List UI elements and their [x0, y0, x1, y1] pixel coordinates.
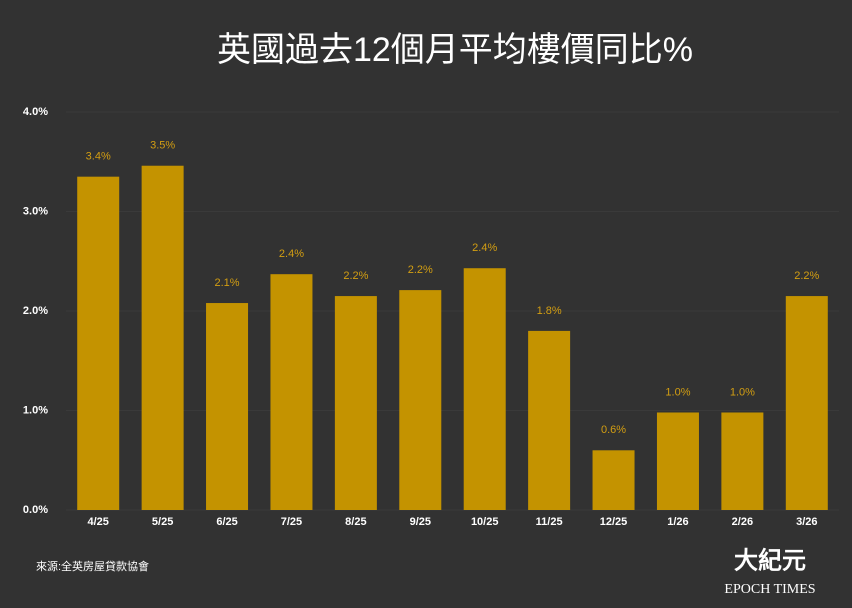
y-tick-label: 3.0%: [23, 205, 48, 217]
chart-title: 英國過去12個月平均樓價同比%: [217, 31, 693, 69]
value-label: 2.1%: [215, 277, 240, 289]
bar: [334, 296, 377, 510]
y-tick-label: 4.0%: [23, 106, 48, 118]
value-label: 2.4%: [472, 242, 497, 254]
bar: [592, 450, 635, 510]
value-label: 2.2%: [794, 270, 819, 282]
bar: [785, 296, 828, 510]
value-label: 2.2%: [343, 270, 368, 282]
value-label: 1.0%: [730, 386, 755, 398]
bar: [270, 274, 313, 510]
value-label: 3.5%: [150, 140, 175, 152]
value-label: 2.4%: [279, 248, 304, 260]
x-tick-label: 12/25: [600, 516, 628, 528]
bar: [77, 176, 120, 511]
x-tick-label: 5/25: [152, 516, 173, 528]
x-tick-label: 2/26: [732, 516, 753, 528]
y-tick-label: 1.0%: [23, 404, 48, 416]
value-label: 1.0%: [665, 386, 690, 398]
x-tick-label: 4/25: [87, 516, 108, 528]
value-label: 0.6%: [601, 424, 626, 436]
x-tick-label: 8/25: [345, 516, 366, 528]
y-tick-label: 0.0%: [23, 504, 48, 516]
x-tick-label: 10/25: [471, 516, 499, 528]
bar: [656, 412, 699, 510]
x-tick-label: 3/26: [796, 516, 817, 528]
value-label: 1.8%: [537, 305, 562, 317]
bar: [141, 165, 184, 511]
logo-english: EPOCH TIMES: [724, 582, 815, 597]
bar: [399, 290, 442, 510]
value-label: 3.4%: [86, 151, 111, 163]
source: 來源:全英房屋貸款協會: [36, 559, 149, 573]
x-tick-label: 1/26: [667, 516, 688, 528]
bar: [721, 412, 764, 510]
x-tick-label: 6/25: [216, 516, 237, 528]
y-tick-label: 2.0%: [23, 305, 48, 317]
x-tick-label: 9/25: [410, 516, 431, 528]
x-tick-label: 7/25: [281, 516, 302, 528]
x-tick-label: 11/25: [536, 516, 563, 528]
bar: [528, 330, 571, 510]
logo-chinese: 大紀元: [734, 546, 806, 575]
bar: [463, 268, 506, 510]
value-label: 2.2%: [408, 264, 433, 276]
bar: [206, 303, 249, 510]
